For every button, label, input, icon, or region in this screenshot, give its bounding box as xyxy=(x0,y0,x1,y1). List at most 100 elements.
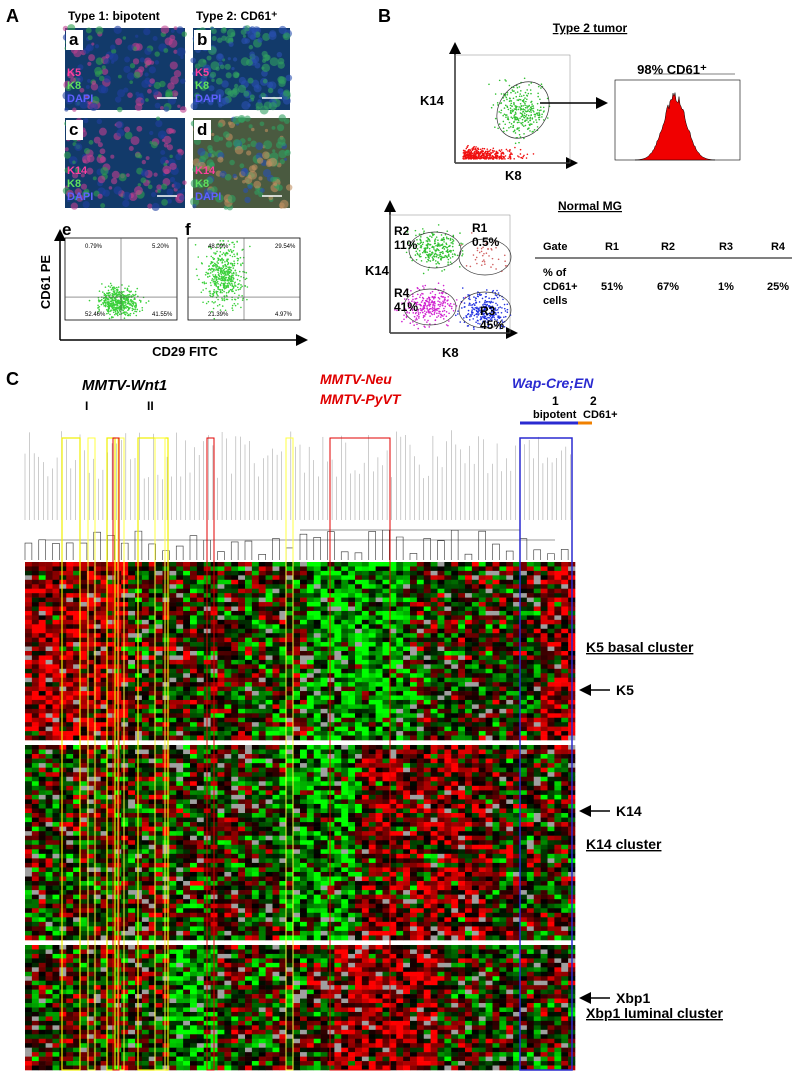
event xyxy=(507,116,509,118)
heatmap-cell xyxy=(383,638,390,643)
event xyxy=(473,303,475,305)
heatmap-cell xyxy=(231,620,238,625)
heatmap-cell xyxy=(444,607,451,612)
heatmap-cell xyxy=(355,562,362,567)
heatmap-cell xyxy=(472,615,479,620)
heatmap-cell xyxy=(53,642,60,647)
heatmap-cell xyxy=(218,602,225,607)
heatmap-cell xyxy=(383,633,390,638)
heatmap-cell xyxy=(403,562,410,567)
event xyxy=(133,298,135,300)
heatmap-cell xyxy=(348,647,355,652)
event xyxy=(444,306,446,308)
heatmap-cell xyxy=(279,629,286,634)
event xyxy=(426,240,428,242)
event xyxy=(441,257,443,259)
heatmap-cell xyxy=(66,638,73,643)
event xyxy=(237,297,239,299)
axis-label: CD29 FITC xyxy=(152,344,218,359)
event xyxy=(111,317,113,319)
event xyxy=(531,131,533,133)
heatmap-cell xyxy=(561,593,568,598)
event xyxy=(230,249,232,251)
event xyxy=(459,232,461,234)
heatmap-cell xyxy=(156,562,163,567)
cell xyxy=(233,88,238,93)
heatmap-cell xyxy=(121,584,128,589)
table-cell: 1% xyxy=(718,281,734,293)
heatmap-cell xyxy=(80,607,87,612)
event xyxy=(468,325,470,327)
heatmap-cell xyxy=(218,629,225,634)
heatmap-cell xyxy=(266,571,273,576)
event xyxy=(426,261,428,263)
event xyxy=(239,271,241,273)
gate-name: R2 xyxy=(394,224,410,238)
axis-label: K14 xyxy=(365,263,390,278)
event xyxy=(132,294,134,296)
event xyxy=(438,282,440,284)
heatmap-cell xyxy=(183,611,190,616)
heatmap-cell xyxy=(554,624,561,629)
event xyxy=(492,302,494,304)
heatmap-cell xyxy=(561,562,568,567)
event xyxy=(431,252,433,254)
cell xyxy=(144,72,148,76)
event xyxy=(423,230,425,232)
heatmap-cell xyxy=(334,611,341,616)
heatmap-cell xyxy=(444,624,451,629)
event xyxy=(467,294,469,296)
heatmap-cell xyxy=(73,580,80,585)
heatmap-cell xyxy=(300,647,307,652)
heatmap-cell xyxy=(499,638,506,643)
cell xyxy=(257,157,263,163)
event xyxy=(469,299,471,301)
heatmap-cell xyxy=(417,624,424,629)
heatmap-cell xyxy=(238,647,245,652)
heatmap-cell xyxy=(486,629,493,634)
event xyxy=(122,303,124,305)
event xyxy=(445,234,447,236)
event xyxy=(242,262,244,264)
heatmap-cell xyxy=(438,589,445,594)
event xyxy=(475,321,477,323)
heatmap-cell xyxy=(321,620,328,625)
heatmap-cell xyxy=(156,589,163,594)
heatmap-cell xyxy=(499,611,506,616)
heatmap-cell xyxy=(554,566,561,571)
heatmap-cell xyxy=(417,638,424,643)
heatmap-cell xyxy=(121,611,128,616)
event xyxy=(106,313,108,315)
heatmap-cell xyxy=(293,584,300,589)
cell xyxy=(265,129,268,132)
heatmap-cell xyxy=(561,575,568,580)
heatmap-cell xyxy=(259,647,266,652)
event xyxy=(234,281,236,283)
event xyxy=(403,314,405,316)
heatmap-cell xyxy=(25,580,32,585)
heatmap-cell xyxy=(307,607,314,612)
heatmap-cell xyxy=(266,562,273,567)
event xyxy=(437,239,439,241)
heatmap-cell xyxy=(355,642,362,647)
event xyxy=(236,254,238,256)
heatmap-cell xyxy=(231,607,238,612)
event xyxy=(474,304,476,306)
heatmap-cell xyxy=(554,593,561,598)
heatmap-cell xyxy=(472,647,479,652)
heatmap-cell xyxy=(224,571,231,576)
heatmap-cell xyxy=(561,571,568,576)
heatmap-cell xyxy=(314,584,321,589)
heatmap-cell xyxy=(486,575,493,580)
event xyxy=(135,291,137,293)
event xyxy=(195,244,197,246)
heatmap-cell xyxy=(334,647,341,652)
row-label: % of xyxy=(543,267,567,279)
event xyxy=(205,282,207,284)
heatmap-cell xyxy=(396,584,403,589)
event xyxy=(506,303,508,305)
heatmap-cell xyxy=(424,620,431,625)
event xyxy=(473,254,475,256)
heatmap-cell xyxy=(279,584,286,589)
